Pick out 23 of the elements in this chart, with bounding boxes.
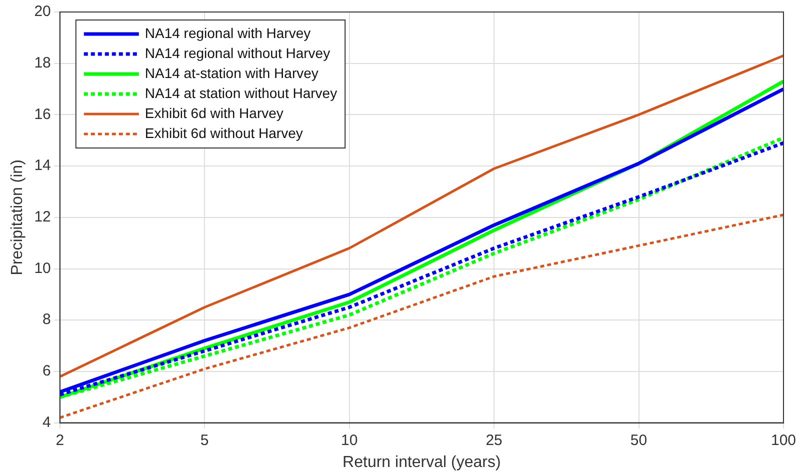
legend-label: NA14 regional with Harvey xyxy=(144,24,311,41)
x-tick-label: 50 xyxy=(630,432,648,449)
legend-label: NA14 regional without Harvey xyxy=(144,44,330,61)
y-tick-label: 18 xyxy=(34,54,51,72)
y-tick-label: 20 xyxy=(34,3,51,20)
legend-label: NA14 at-station with Harvey xyxy=(144,64,318,81)
x-tick-label: 100 xyxy=(770,432,796,449)
x-tick-label: 25 xyxy=(486,432,502,449)
legend-label: Exhibit 6d without Harvey xyxy=(144,124,303,141)
y-tick-label: 12 xyxy=(34,208,51,226)
x-tick-label: 10 xyxy=(340,432,358,449)
legend-label: NA14 at station without Harvey xyxy=(144,84,338,101)
y-axis-title: Precipitation (in) xyxy=(9,160,26,276)
x-axis-title: Return interval (years) xyxy=(342,454,501,471)
y-tick-label: 10 xyxy=(34,260,51,277)
y-tick-label: 14 xyxy=(34,157,51,174)
x-tick-label: 5 xyxy=(200,432,209,449)
y-tick-label: 4 xyxy=(42,414,51,431)
x-tick-label: 2 xyxy=(56,432,64,449)
y-tick-label: 16 xyxy=(34,106,51,123)
y-tick-label: 8 xyxy=(42,311,51,328)
legend-label: Exhibit 6d with Harvey xyxy=(144,104,284,121)
y-tick-label: 6 xyxy=(42,362,51,380)
